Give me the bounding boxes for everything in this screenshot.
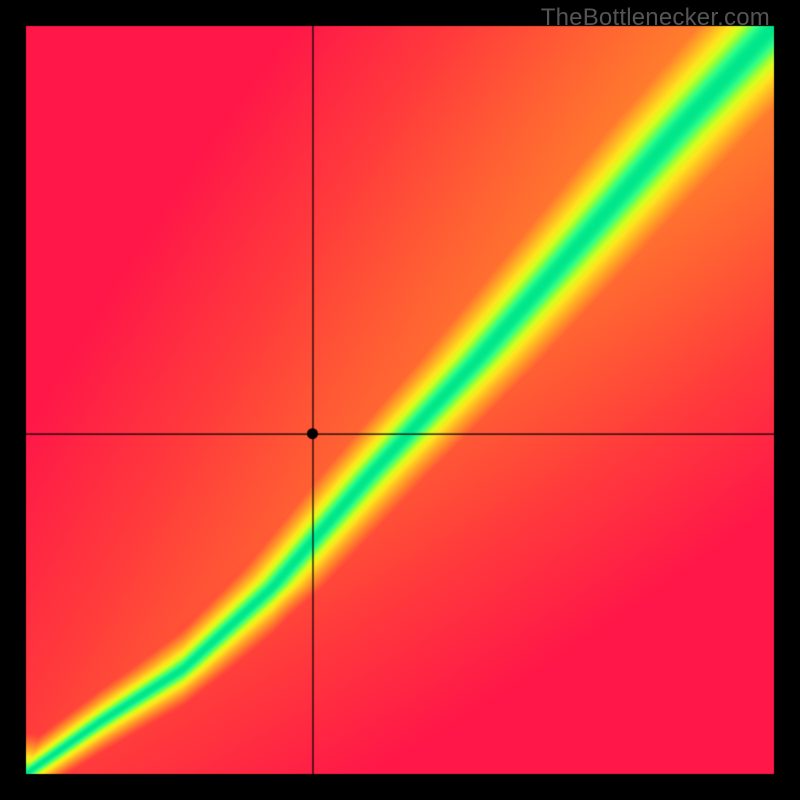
watermark-text: TheBottlenecker.com [541, 4, 770, 32]
bottleneck-heatmap-canvas [0, 0, 800, 800]
chart-container: TheBottlenecker.com [0, 0, 800, 800]
